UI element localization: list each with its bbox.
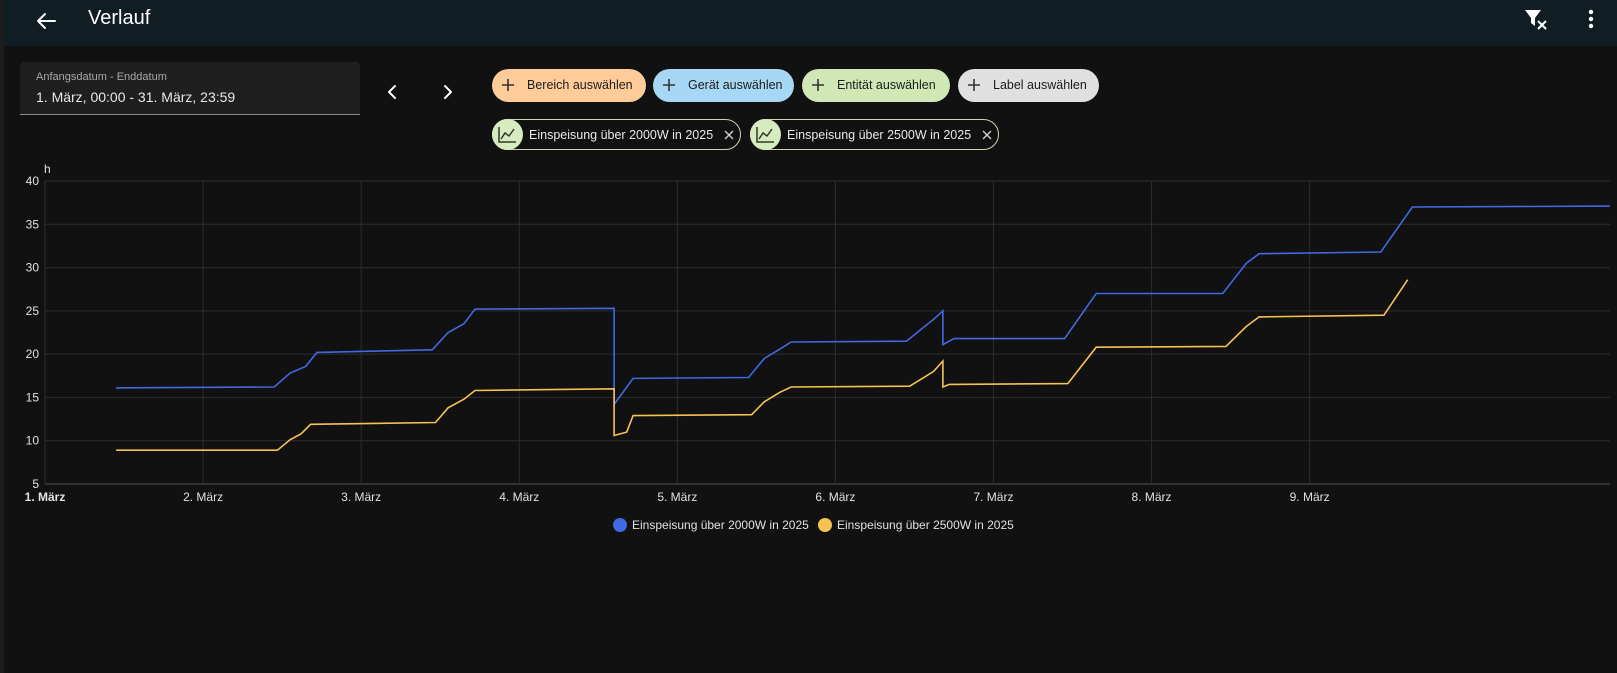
chart-line-icon [492,119,523,150]
clear-filter-button[interactable] [1521,4,1551,34]
legend-swatch [818,518,832,532]
top-app-bar: Verlauf [4,0,1617,46]
overflow-menu-button[interactable] [1578,4,1604,34]
x-tick-label: 7. März [973,490,1013,504]
selected-entity-chip[interactable]: Einspeisung über 2500W in 2025 [750,119,999,150]
filter-remove-icon [1525,10,1547,30]
device-picker-chip[interactable]: Gerät auswählen [653,69,794,102]
area-picker-label: Bereich auswählen [527,78,633,92]
left-edge [0,0,4,673]
selected-entity-label: Einspeisung über 2000W in 2025 [529,128,714,142]
close-icon[interactable] [722,128,736,142]
device-picker-label: Gerät auswählen [688,78,783,92]
previous-period-button[interactable] [374,74,410,110]
chevron-left-icon [388,85,396,99]
label-picker-label: Label auswählen [993,78,1087,92]
entity-picker-chip[interactable]: Entität auswählen [802,69,950,102]
chart-line-icon [750,119,781,150]
x-tick-label: 2. März [183,490,223,504]
date-range-label: Anfangsdatum - Enddatum [36,71,167,83]
series-line-1 [116,205,1611,407]
x-tick-label: 8. März [1132,490,1172,504]
page-title: Verlauf [88,7,151,29]
x-tick-label: 6. März [815,490,855,504]
x-tick-label: 9. März [1290,490,1330,504]
x-tick-label: 1. März [25,490,66,504]
series-line-2 [116,279,1409,451]
y-tick-label: 35 [26,217,40,231]
area-picker-chip[interactable]: Bereich auswählen [492,69,646,102]
y-tick-label: 20 [26,347,40,361]
selected-entity-label: Einspeisung über 2500W in 2025 [787,128,972,142]
y-tick-label: 40 [26,174,40,188]
arrow-left-icon [37,13,56,29]
x-tick-label: 4. März [499,490,539,504]
date-range-picker[interactable]: Anfangsdatum - Enddatum 1. März, 00:00 -… [20,62,360,115]
legend-label: Einspeisung über 2000W in 2025 [632,518,809,532]
y-tick-label: 25 [26,304,40,318]
next-period-button[interactable] [430,74,466,110]
plus-icon [663,79,675,91]
close-icon[interactable] [980,128,994,142]
plus-icon [812,79,824,91]
date-range-value: 1. März, 00:00 - 31. März, 23:59 [36,89,236,105]
chevron-right-icon [444,85,452,99]
back-button[interactable] [30,5,62,37]
y-axis-unit: h [44,162,51,176]
y-tick-label: 30 [26,261,40,275]
x-tick-label: 3. März [341,490,381,504]
y-tick-label: 10 [26,434,40,448]
selected-entity-chip[interactable]: Einspeisung über 2000W in 2025 [492,119,741,150]
label-picker-chip[interactable]: Label auswählen [958,69,1099,102]
plus-icon [968,79,980,91]
legend-swatch [613,518,627,532]
history-line-chart: 40 35 30 25 20 15 10 5 1. März 2. März 3. März 4. … [25,162,1611,532]
legend-label: Einspeisung über 2500W in 2025 [837,518,1014,532]
y-tick-label: 5 [32,477,39,491]
entity-picker-label: Entität auswählen [837,78,936,92]
x-tick-label: 5. März [657,490,697,504]
legend-item[interactable]: Einspeisung über 2500W in 2025 [818,518,1014,532]
plus-icon [502,79,514,91]
dots-vertical-icon [1588,9,1594,29]
y-tick-label: 15 [26,390,40,404]
legend-item[interactable]: Einspeisung über 2000W in 2025 [613,518,809,532]
